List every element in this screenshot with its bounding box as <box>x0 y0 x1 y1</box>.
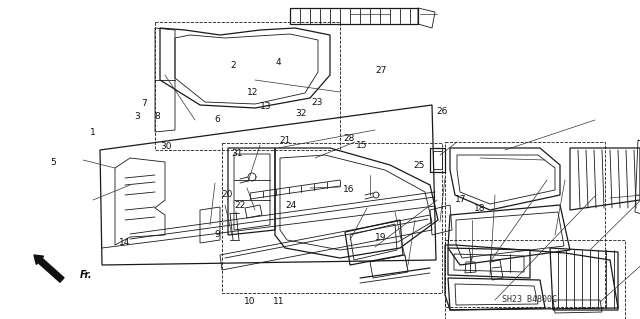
FancyArrow shape <box>34 255 64 282</box>
Text: SH23 B4800C: SH23 B4800C <box>502 295 557 305</box>
Text: 18: 18 <box>474 204 486 213</box>
Text: 24: 24 <box>285 201 297 210</box>
Text: 5: 5 <box>51 158 56 167</box>
Text: 27: 27 <box>375 66 387 75</box>
Text: 9: 9 <box>215 230 220 239</box>
Text: 19: 19 <box>375 233 387 242</box>
Text: 31: 31 <box>231 149 243 158</box>
Text: 11: 11 <box>273 297 284 306</box>
Text: 8: 8 <box>154 112 159 121</box>
Text: 10: 10 <box>244 297 255 306</box>
Text: 28: 28 <box>343 134 355 143</box>
Text: 3: 3 <box>135 112 140 121</box>
Text: 12: 12 <box>247 88 259 97</box>
Text: 17: 17 <box>455 195 467 204</box>
Text: 13: 13 <box>260 102 271 111</box>
Text: 4: 4 <box>276 58 281 67</box>
Text: 14: 14 <box>119 238 131 247</box>
Text: 22: 22 <box>234 201 246 210</box>
Text: 23: 23 <box>311 98 323 107</box>
Text: 25: 25 <box>413 161 425 170</box>
Text: 32: 32 <box>295 109 307 118</box>
Text: 2: 2 <box>231 61 236 70</box>
Text: 6: 6 <box>215 115 220 124</box>
Text: 30: 30 <box>161 142 172 151</box>
Text: 1: 1 <box>90 128 95 137</box>
Text: 20: 20 <box>221 190 233 199</box>
Text: 7: 7 <box>141 99 147 108</box>
Text: Fr.: Fr. <box>80 270 93 280</box>
Text: 21: 21 <box>279 136 291 145</box>
Text: 16: 16 <box>343 185 355 194</box>
Text: 15: 15 <box>356 141 367 150</box>
Text: 26: 26 <box>436 107 447 116</box>
